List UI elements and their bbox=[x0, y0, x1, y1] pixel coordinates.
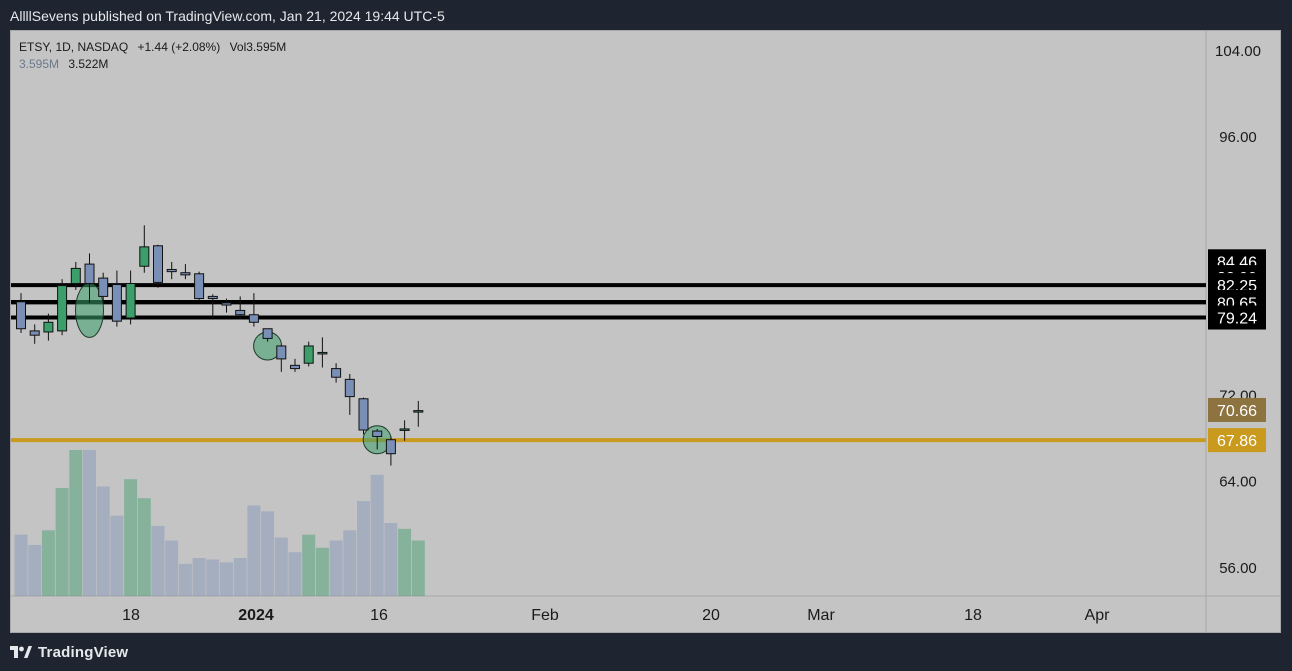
volume-bar bbox=[28, 544, 42, 596]
candle-down bbox=[385, 439, 396, 455]
time-axis-tick: Mar bbox=[807, 607, 835, 624]
time-axis-tick: Apr bbox=[1085, 607, 1111, 624]
price-axis-tick: 56.00 bbox=[1219, 560, 1257, 577]
volume-bar bbox=[110, 515, 124, 596]
time-axis-tick: 18 bbox=[122, 607, 140, 624]
price-axis-tick: 96.00 bbox=[1219, 129, 1257, 146]
volume-bar bbox=[96, 486, 110, 596]
support-price-badge: 67.86 bbox=[1217, 433, 1257, 450]
volume-bar bbox=[151, 525, 165, 596]
price-axis-tick: 104.00 bbox=[1215, 43, 1261, 60]
level-price-badge-bg bbox=[1208, 305, 1266, 330]
volume-bar bbox=[83, 450, 96, 596]
candle-down bbox=[221, 302, 232, 306]
time-axis-tick: 20 bbox=[702, 607, 720, 624]
tradingview-logo-icon bbox=[10, 645, 32, 658]
volume-bar bbox=[178, 563, 192, 596]
time-axis-tick: Feb bbox=[531, 607, 559, 624]
volume-bar bbox=[398, 528, 412, 596]
candle-down bbox=[207, 295, 218, 300]
publish-header: AllllSevens published on TradingView.com… bbox=[0, 0, 1292, 30]
candle-down bbox=[98, 277, 109, 297]
candle-down bbox=[153, 245, 163, 283]
volume-bar bbox=[274, 537, 288, 596]
volume-bar bbox=[14, 534, 28, 596]
time-axis-tick: 18 bbox=[964, 607, 982, 624]
support-price-badge-bg bbox=[1208, 428, 1266, 453]
candle-down bbox=[194, 273, 205, 300]
candle-up bbox=[70, 267, 81, 284]
volume-bar bbox=[261, 511, 275, 596]
volume-bar bbox=[192, 558, 206, 596]
candle-down bbox=[290, 364, 300, 370]
volume-bar bbox=[384, 523, 398, 596]
volume-bar bbox=[247, 505, 261, 596]
volume-bar bbox=[233, 558, 247, 596]
candle-down bbox=[276, 345, 287, 360]
candle-up bbox=[317, 351, 328, 355]
last-price-badge: 70.66 bbox=[1217, 403, 1257, 420]
tradingview-logo-text: TradingView bbox=[38, 644, 129, 661]
volume-bar bbox=[343, 530, 357, 596]
candle-down bbox=[372, 430, 383, 437]
candle-up bbox=[57, 285, 68, 332]
volume-bar bbox=[69, 450, 83, 596]
volume-bar bbox=[370, 474, 384, 596]
candle-down bbox=[248, 314, 259, 323]
volume-bar bbox=[220, 562, 233, 596]
candle-down bbox=[111, 284, 122, 322]
price-axis-tick: 64.00 bbox=[1219, 474, 1257, 491]
candle-down bbox=[235, 309, 246, 316]
volume-value-a: 3.595M bbox=[19, 57, 60, 71]
candle-down bbox=[262, 328, 273, 339]
volume-bar bbox=[357, 501, 370, 596]
candle-down bbox=[166, 268, 177, 273]
volume-label: Vol3.595M bbox=[229, 40, 287, 54]
level-price-badge: 79.24 bbox=[1217, 311, 1257, 328]
volume-bar bbox=[315, 547, 329, 596]
candle-up bbox=[139, 246, 150, 267]
volume-value-b: 3.522M bbox=[68, 57, 109, 71]
candle-down bbox=[84, 263, 95, 284]
candle-down bbox=[180, 272, 191, 276]
symbol-label[interactable]: ETSY, 1D, NASDAQ bbox=[19, 40, 129, 54]
volume-bar bbox=[302, 534, 316, 596]
chart-frame[interactable]: 104.0096.0072.0064.0056.0084.4682.9982.2… bbox=[10, 30, 1281, 633]
volume-bar bbox=[165, 540, 179, 596]
tradingview-logo[interactable]: TradingView bbox=[10, 644, 128, 661]
volume-bar bbox=[137, 498, 151, 596]
candle-down bbox=[331, 368, 342, 378]
candle-down bbox=[344, 378, 355, 398]
candle-down bbox=[16, 301, 26, 330]
volume-bar bbox=[206, 559, 220, 596]
publish-info: AllllSevens published on TradingView.com… bbox=[10, 8, 445, 24]
volume-bar bbox=[288, 552, 302, 596]
candle-up bbox=[413, 410, 424, 413]
change-label: +1.44 (+2.08%) bbox=[137, 40, 221, 54]
volume-bar bbox=[41, 530, 55, 596]
candle-down bbox=[358, 398, 369, 431]
chart-legend: ETSY, 1D, NASDAQ +1.44 (+2.08%) Vol3.595… bbox=[19, 39, 292, 73]
volume-bar bbox=[55, 487, 69, 596]
candle-up bbox=[303, 345, 314, 364]
volume-bar bbox=[124, 479, 138, 596]
price-chart[interactable]: 104.0096.0072.0064.0056.0084.4682.9982.2… bbox=[11, 31, 1280, 632]
candle-down bbox=[29, 330, 40, 336]
time-axis-tick: 16 bbox=[370, 607, 388, 624]
candle-up bbox=[125, 282, 136, 319]
volume-bar bbox=[411, 540, 425, 596]
footer: TradingView bbox=[0, 634, 1292, 671]
candle-up bbox=[399, 428, 410, 431]
last-price-badge-bg bbox=[1208, 397, 1266, 422]
volume-bar bbox=[329, 540, 343, 596]
time-axis-tick: 2024 bbox=[238, 607, 274, 624]
candle-up bbox=[43, 321, 54, 333]
